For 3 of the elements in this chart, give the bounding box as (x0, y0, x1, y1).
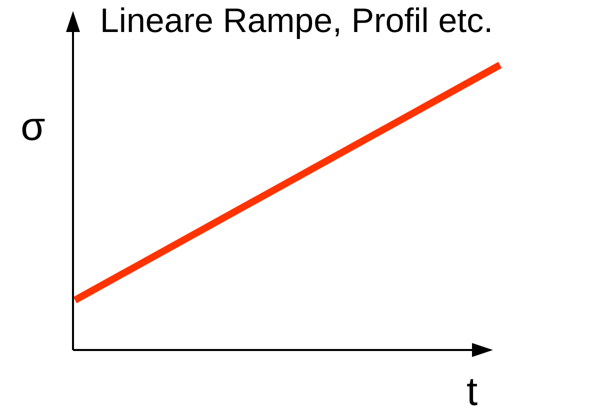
chart-title: Lineare Rampe, Profil etc. (100, 2, 494, 40)
x-axis-title: t (466, 370, 478, 413)
y-axis-title: σ (20, 105, 46, 149)
